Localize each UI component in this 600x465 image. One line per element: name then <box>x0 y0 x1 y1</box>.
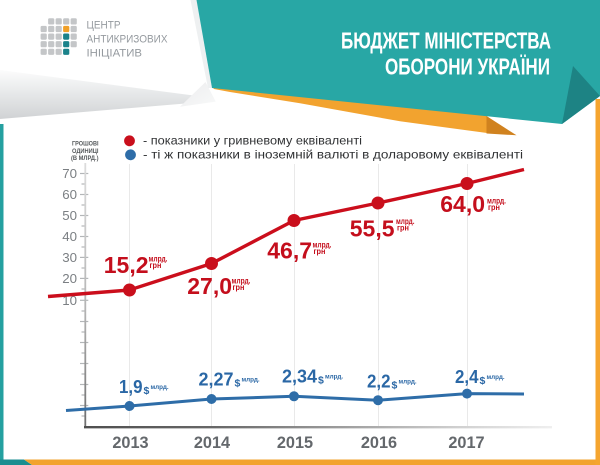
svg-text:млрд.: млрд. <box>232 275 251 285</box>
svg-text:(В МЛРД.): (В МЛРД.) <box>71 155 99 162</box>
svg-text:2013: 2013 <box>112 434 148 452</box>
svg-text:ОДИНИЦІ: ОДИНИЦІ <box>72 148 99 155</box>
svg-text:$: $ <box>318 375 324 387</box>
svg-text:$: $ <box>392 380 398 392</box>
svg-text:2,4: 2,4 <box>455 367 479 387</box>
svg-text:2017: 2017 <box>448 434 484 452</box>
svg-text:30: 30 <box>62 250 77 265</box>
svg-text:млрд.: млрд. <box>151 384 169 391</box>
svg-text:ЦЕНТР: ЦЕНТР <box>87 20 121 32</box>
svg-text:27,0: 27,0 <box>187 273 232 299</box>
svg-text:млрд.: млрд. <box>149 254 168 264</box>
svg-text:млрд.: млрд. <box>487 374 505 381</box>
svg-text:млрд.: млрд. <box>399 378 417 385</box>
svg-text:2,27: 2,27 <box>199 370 234 390</box>
svg-text:20: 20 <box>62 271 77 286</box>
svg-text:ОБОРОНИ УКРАЇНИ: ОБОРОНИ УКРАЇНИ <box>385 54 550 80</box>
svg-text:15,2: 15,2 <box>104 252 149 278</box>
svg-text:60: 60 <box>62 187 77 202</box>
svg-text:грн: грн <box>233 282 245 292</box>
svg-text:1,9: 1,9 <box>119 377 143 397</box>
svg-text:ГРОШОВІ: ГРОШОВІ <box>72 141 99 148</box>
svg-text:2015: 2015 <box>277 434 313 452</box>
svg-text:70: 70 <box>62 166 77 181</box>
svg-text:46,7: 46,7 <box>267 238 312 264</box>
svg-text:млрд.: млрд. <box>313 240 332 250</box>
svg-text:- показники у гривневому еквів: - показники у гривневому еквіваленті <box>143 134 362 148</box>
svg-text:- ті ж показники в іноземній в: - ті ж показники в іноземній валюті в до… <box>143 148 523 162</box>
svg-text:ІНІЦІАТИВ: ІНІЦІАТИВ <box>87 48 143 60</box>
svg-text:2,2: 2,2 <box>367 372 391 392</box>
svg-text:50: 50 <box>62 208 77 223</box>
svg-text:2014: 2014 <box>194 434 230 452</box>
svg-text:$: $ <box>235 378 241 390</box>
svg-text:55,5: 55,5 <box>350 215 395 241</box>
svg-text:64,0: 64,0 <box>440 191 485 217</box>
svg-text:млрд.: млрд. <box>325 373 343 380</box>
svg-text:2016: 2016 <box>361 434 397 452</box>
svg-text:грн: грн <box>150 260 162 270</box>
svg-text:грн: грн <box>314 246 326 256</box>
svg-text:АНТИКРИЗОВИХ: АНТИКРИЗОВИХ <box>87 34 169 46</box>
svg-text:$: $ <box>480 375 486 387</box>
svg-text:млрд.: млрд. <box>487 196 506 206</box>
svg-text:40: 40 <box>62 229 77 244</box>
svg-text:$: $ <box>144 385 150 397</box>
svg-text:млрд.: млрд. <box>242 376 260 383</box>
svg-text:2,34: 2,34 <box>282 367 317 387</box>
svg-text:грн: грн <box>397 223 409 233</box>
svg-text:грн: грн <box>488 202 500 212</box>
svg-text:БЮДЖЕТ МІНІСТЕРСТВА: БЮДЖЕТ МІНІСТЕРСТВА <box>341 28 551 54</box>
svg-text:млрд.: млрд. <box>396 216 415 226</box>
